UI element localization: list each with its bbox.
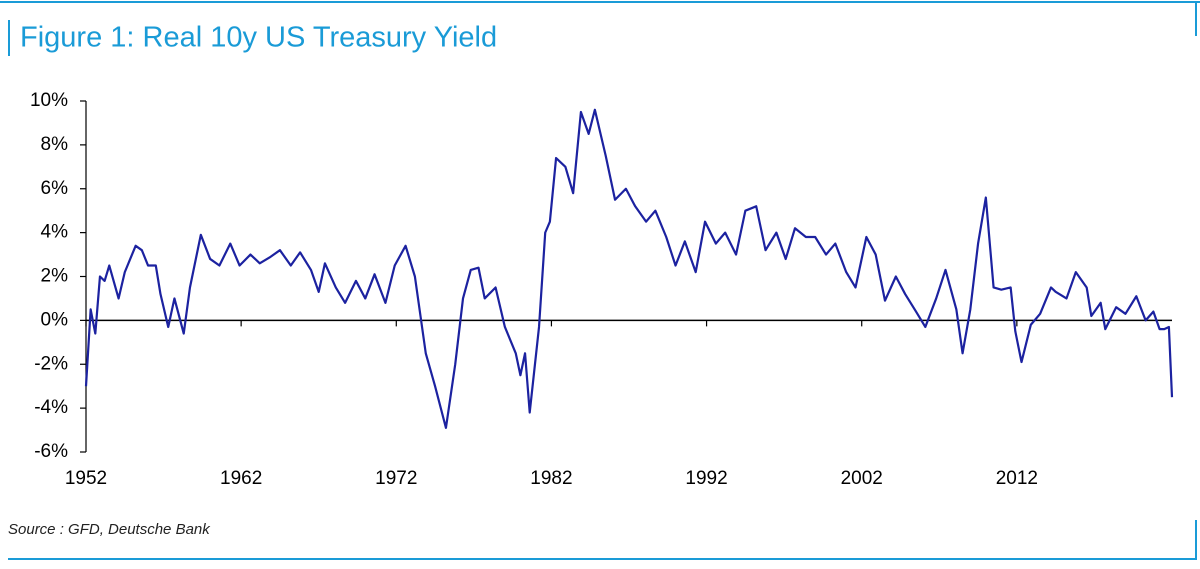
y-tick-label: 0%: [41, 309, 69, 330]
y-tick-label: 4%: [41, 222, 69, 243]
x-tick-label: 1992: [685, 468, 727, 489]
y-tick-label: -2%: [34, 353, 68, 374]
x-tick-label: 1972: [375, 468, 417, 489]
y-tick-label: 2%: [41, 266, 69, 287]
x-tick-label: 2002: [841, 468, 883, 489]
y-tick-label: -6%: [34, 441, 68, 462]
y-tick-label: -4%: [34, 397, 68, 418]
x-tick-label: 1962: [220, 468, 262, 489]
series-line: [84, 108, 1174, 429]
y-tick-label: 10%: [30, 90, 68, 111]
x-tick-label: 1952: [65, 468, 107, 489]
y-tick-label: 8%: [41, 134, 69, 155]
source-note: Source : GFD, Deutsche Bank: [8, 521, 211, 538]
x-tick-label: 2012: [996, 468, 1038, 489]
x-tick-label: 1982: [530, 468, 572, 489]
y-tick-label: 6%: [41, 178, 69, 199]
chart-title: Figure 1: Real 10y US Treasury Yield: [20, 22, 497, 54]
